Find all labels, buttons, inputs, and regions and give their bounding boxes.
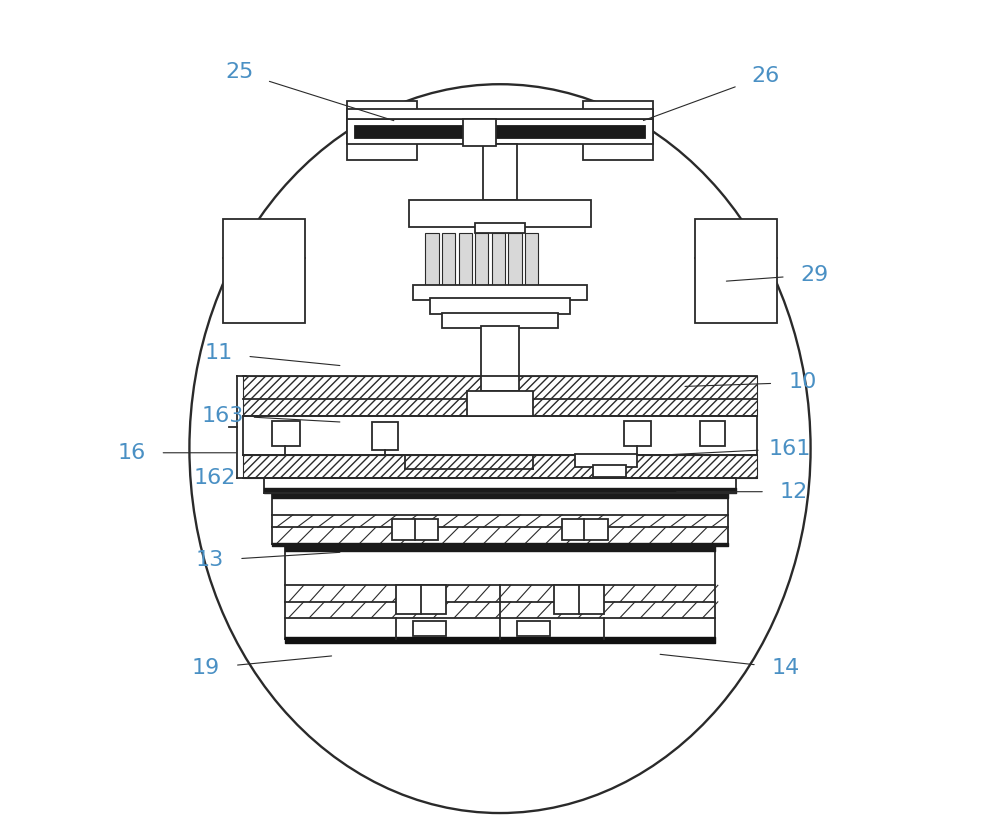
Bar bbox=[413, 285, 587, 299]
Text: 14: 14 bbox=[772, 658, 800, 678]
Bar bbox=[475, 224, 525, 234]
Bar bbox=[562, 519, 608, 539]
Bar bbox=[264, 478, 736, 493]
Ellipse shape bbox=[189, 84, 811, 813]
Bar bbox=[392, 519, 438, 539]
Bar bbox=[285, 546, 715, 639]
Bar bbox=[593, 465, 626, 477]
Bar bbox=[492, 234, 505, 290]
Text: 162: 162 bbox=[193, 468, 235, 488]
Bar bbox=[396, 585, 446, 614]
Bar bbox=[413, 621, 446, 636]
Text: 29: 29 bbox=[801, 265, 829, 285]
Bar bbox=[517, 621, 550, 636]
Text: 25: 25 bbox=[225, 61, 253, 81]
Bar bbox=[409, 200, 591, 228]
Bar bbox=[347, 101, 417, 160]
Bar bbox=[442, 312, 558, 327]
Bar bbox=[525, 234, 538, 290]
Bar bbox=[554, 585, 604, 614]
Bar bbox=[243, 376, 757, 416]
Bar bbox=[243, 416, 757, 455]
Text: 10: 10 bbox=[788, 372, 816, 392]
Bar bbox=[425, 234, 439, 290]
Text: 161: 161 bbox=[769, 439, 811, 459]
Bar bbox=[442, 234, 455, 290]
Bar bbox=[355, 126, 645, 138]
Bar bbox=[459, 234, 472, 290]
Text: 19: 19 bbox=[192, 658, 220, 678]
Bar bbox=[481, 326, 519, 391]
Bar bbox=[475, 234, 488, 290]
Bar bbox=[575, 455, 637, 467]
Text: 13: 13 bbox=[196, 550, 224, 570]
Bar bbox=[430, 297, 570, 314]
Text: 163: 163 bbox=[201, 406, 244, 425]
Bar bbox=[272, 493, 728, 543]
Text: 12: 12 bbox=[780, 482, 808, 502]
Bar bbox=[583, 101, 653, 160]
Bar bbox=[695, 219, 777, 322]
Bar bbox=[463, 119, 496, 146]
Bar bbox=[347, 109, 653, 119]
Text: 26: 26 bbox=[751, 66, 779, 86]
Bar bbox=[347, 119, 653, 144]
Bar bbox=[700, 421, 725, 446]
Text: 11: 11 bbox=[204, 343, 233, 363]
Bar bbox=[624, 421, 651, 446]
Bar bbox=[272, 421, 300, 446]
Bar bbox=[467, 391, 533, 416]
Text: 16: 16 bbox=[117, 443, 146, 463]
Bar bbox=[243, 455, 757, 478]
Bar bbox=[483, 144, 517, 200]
Bar bbox=[508, 234, 522, 290]
Bar bbox=[223, 219, 305, 322]
Bar bbox=[372, 422, 398, 450]
